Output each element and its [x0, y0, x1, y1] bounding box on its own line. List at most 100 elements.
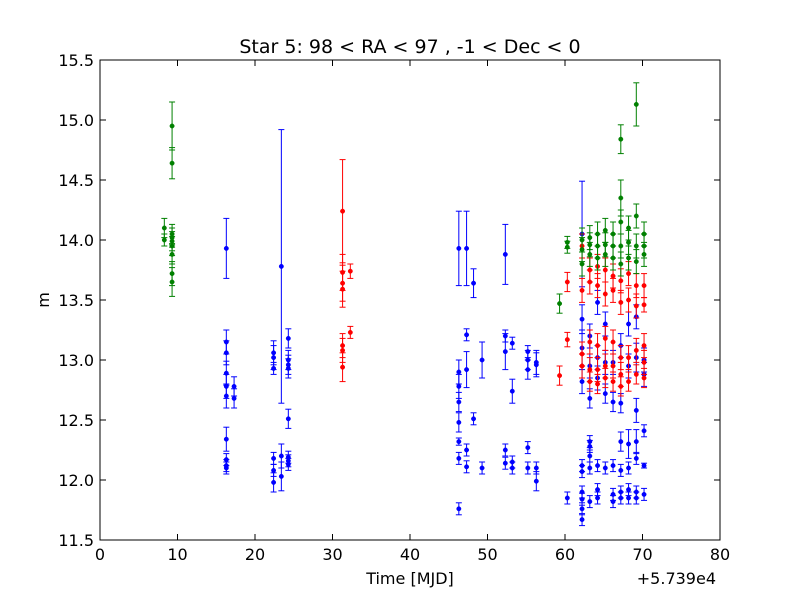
- data-point: [525, 445, 531, 451]
- data-point: [533, 362, 539, 368]
- data-point: [161, 225, 167, 231]
- data-point: [595, 495, 600, 501]
- chart-marks: [161, 82, 648, 527]
- data-point: [223, 436, 229, 442]
- data-point: [456, 439, 462, 445]
- data-point: [587, 339, 593, 345]
- data-point: [595, 343, 600, 349]
- data-point: [533, 465, 539, 471]
- data-point: [633, 371, 639, 377]
- data-point: [479, 357, 485, 363]
- data-point: [633, 101, 639, 107]
- data-point: [278, 263, 284, 269]
- data-point: [633, 283, 639, 289]
- data-point: [557, 301, 563, 307]
- data-point: [610, 273, 616, 279]
- data-point: [602, 363, 608, 369]
- data-point: [271, 355, 277, 361]
- data-point: [602, 267, 608, 273]
- data-point: [285, 335, 291, 341]
- data-point: [626, 239, 631, 245]
- data-point: [502, 349, 508, 355]
- data-point: [641, 251, 647, 257]
- data-point: [579, 316, 585, 322]
- data-point: [618, 219, 624, 225]
- data-point: [633, 303, 639, 309]
- data-point: [587, 379, 593, 385]
- data-point: [626, 271, 631, 277]
- data-point: [618, 439, 624, 445]
- data-point: [169, 251, 175, 257]
- data-point: [618, 355, 624, 361]
- data-point: [347, 329, 353, 335]
- data-point: [502, 447, 508, 453]
- data-point: [602, 321, 608, 327]
- data-point: [618, 467, 624, 473]
- data-point: [641, 491, 647, 497]
- data-point: [278, 473, 284, 479]
- data-point: [633, 259, 639, 265]
- data-point: [633, 495, 639, 501]
- x-axis-label: Time [MJD]: [365, 569, 454, 588]
- data-point: [464, 245, 470, 251]
- data-point: [626, 255, 631, 261]
- data-point: [509, 465, 515, 471]
- data-point: [456, 369, 462, 375]
- data-point: [223, 465, 229, 471]
- data-point: [456, 506, 462, 512]
- data-point: [602, 251, 608, 257]
- data-point: [223, 245, 229, 251]
- data-point: [579, 261, 585, 267]
- data-point: [626, 379, 631, 385]
- data-point: [347, 268, 353, 274]
- data-point: [471, 416, 476, 422]
- data-point: [587, 443, 593, 449]
- data-point: [633, 455, 639, 461]
- data-point: [618, 136, 624, 142]
- x-tick-label: 40: [400, 545, 420, 564]
- data-point: [479, 465, 485, 471]
- data-point: [595, 283, 600, 289]
- data-point: [231, 395, 237, 401]
- data-point: [271, 467, 277, 473]
- data-point: [169, 123, 175, 129]
- data-point: [626, 487, 631, 493]
- data-point: [633, 347, 639, 353]
- data-point: [633, 439, 639, 445]
- data-point: [602, 227, 608, 233]
- data-point: [278, 453, 284, 459]
- data-point: [579, 506, 585, 512]
- data-point: [456, 419, 462, 425]
- data-point: [231, 383, 237, 389]
- data-point: [618, 195, 624, 201]
- data-point: [595, 299, 600, 305]
- data-point: [618, 243, 624, 249]
- data-point: [610, 499, 616, 505]
- chart-title: Star 5: 98 < RA < 97 , -1 < Dec < 0: [239, 36, 580, 58]
- data-point: [595, 255, 600, 261]
- data-point: [456, 245, 462, 251]
- y-tick-label: 14.0: [58, 231, 94, 250]
- data-point: [641, 283, 647, 289]
- data-point: [587, 251, 593, 257]
- data-point: [641, 463, 647, 469]
- data-point: [456, 383, 462, 389]
- data-point: [587, 395, 593, 401]
- data-point: [223, 393, 229, 399]
- x-tick-label: 80: [710, 545, 730, 564]
- data-point: [587, 367, 593, 373]
- data-point: [340, 208, 346, 214]
- data-point: [271, 455, 277, 461]
- data-point: [587, 453, 593, 459]
- data-point: [618, 261, 624, 267]
- data-point: [602, 465, 608, 471]
- data-point: [626, 465, 631, 471]
- data-point: [641, 375, 647, 381]
- data-point: [633, 243, 639, 249]
- y-tick-label: 11.5: [58, 531, 94, 550]
- x-axis: 0 10 20 30 40 50 60 70 80: [95, 60, 730, 564]
- y-tick-label: 12.5: [58, 411, 94, 430]
- data-point: [610, 379, 616, 385]
